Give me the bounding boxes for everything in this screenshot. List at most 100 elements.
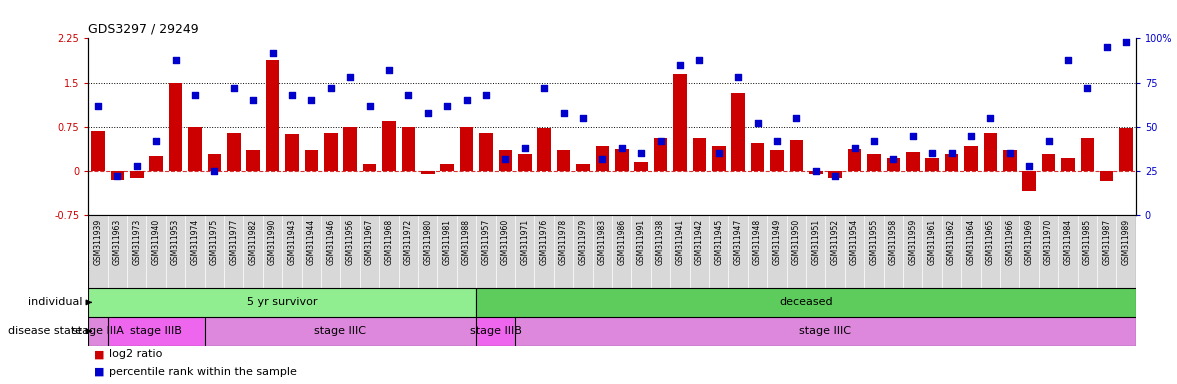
Bar xyxy=(477,288,1136,317)
Text: GSM311942: GSM311942 xyxy=(694,219,704,265)
Text: GSM311973: GSM311973 xyxy=(132,219,141,265)
Bar xyxy=(538,129,551,171)
Point xyxy=(1078,85,1097,91)
Text: GSM311987: GSM311987 xyxy=(1102,219,1111,265)
Text: GDS3297 / 29249: GDS3297 / 29249 xyxy=(88,23,199,36)
Point xyxy=(282,92,301,98)
Bar xyxy=(925,158,939,171)
Bar xyxy=(770,150,784,171)
Bar xyxy=(634,162,647,171)
Text: GSM311984: GSM311984 xyxy=(1063,219,1072,265)
Bar xyxy=(266,60,279,171)
Text: GSM311971: GSM311971 xyxy=(520,219,530,265)
Bar xyxy=(1062,158,1075,171)
Text: GSM311939: GSM311939 xyxy=(93,219,102,265)
Bar xyxy=(712,146,725,171)
Bar xyxy=(107,317,205,346)
Bar xyxy=(867,154,880,171)
Point xyxy=(516,145,534,151)
Point xyxy=(379,67,398,73)
Point xyxy=(205,168,224,174)
Text: GSM311977: GSM311977 xyxy=(230,219,238,265)
Bar xyxy=(344,127,357,171)
Bar xyxy=(205,317,477,346)
Point xyxy=(225,85,244,91)
Text: GSM311966: GSM311966 xyxy=(1005,219,1015,265)
Bar xyxy=(460,127,473,171)
Text: GSM311979: GSM311979 xyxy=(578,219,587,265)
Text: stage IIIC: stage IIIC xyxy=(314,326,366,336)
Text: GSM311960: GSM311960 xyxy=(501,219,510,265)
Bar xyxy=(886,158,900,171)
Text: GSM311964: GSM311964 xyxy=(966,219,976,265)
Bar xyxy=(731,93,745,171)
Text: GSM311947: GSM311947 xyxy=(733,219,743,265)
Text: GSM311969: GSM311969 xyxy=(1025,219,1033,265)
Text: GSM311945: GSM311945 xyxy=(714,219,723,265)
Point xyxy=(1058,56,1077,63)
Text: GSM311976: GSM311976 xyxy=(539,219,548,265)
Text: deceased: deceased xyxy=(779,297,833,308)
Point xyxy=(980,115,999,121)
Text: log2 ratio: log2 ratio xyxy=(109,349,162,359)
Bar xyxy=(305,150,318,171)
Text: GSM311950: GSM311950 xyxy=(792,219,800,265)
Point xyxy=(864,138,883,144)
Point xyxy=(438,103,457,109)
Text: GSM311974: GSM311974 xyxy=(191,219,199,265)
Text: GSM311958: GSM311958 xyxy=(889,219,898,265)
Text: GSM311978: GSM311978 xyxy=(559,219,568,265)
Bar xyxy=(227,132,240,171)
Bar xyxy=(516,317,1136,346)
Point xyxy=(612,145,631,151)
Bar xyxy=(421,171,434,174)
Point xyxy=(690,56,709,63)
Text: GSM311944: GSM311944 xyxy=(307,219,315,265)
Bar xyxy=(1042,154,1056,171)
Bar xyxy=(847,149,862,171)
Point xyxy=(341,74,360,80)
Point xyxy=(962,132,980,139)
Text: GSM311948: GSM311948 xyxy=(753,219,762,265)
Text: GSM311988: GSM311988 xyxy=(463,219,471,265)
Text: GSM311981: GSM311981 xyxy=(443,219,452,265)
Text: GSM311965: GSM311965 xyxy=(986,219,995,265)
Point xyxy=(321,85,340,91)
Bar xyxy=(577,164,590,171)
Text: 5 yr survivor: 5 yr survivor xyxy=(247,297,318,308)
Text: GSM311990: GSM311990 xyxy=(268,219,277,265)
Bar xyxy=(596,146,610,171)
Point xyxy=(710,150,729,156)
Text: GSM311959: GSM311959 xyxy=(909,219,917,265)
Point xyxy=(108,173,127,179)
Point xyxy=(729,74,747,80)
Point xyxy=(923,150,942,156)
Bar xyxy=(88,317,107,346)
Point xyxy=(767,138,786,144)
Text: GSM311961: GSM311961 xyxy=(927,219,937,265)
Text: GSM311991: GSM311991 xyxy=(637,219,646,265)
Text: GSM311986: GSM311986 xyxy=(617,219,626,265)
Bar xyxy=(829,171,842,178)
Bar xyxy=(479,132,493,171)
Text: GSM311975: GSM311975 xyxy=(210,219,219,265)
Bar xyxy=(614,149,629,171)
Point xyxy=(806,168,825,174)
Text: GSM311968: GSM311968 xyxy=(385,219,393,265)
Point xyxy=(1019,162,1038,169)
Point xyxy=(749,120,767,126)
Bar xyxy=(129,171,144,178)
Bar xyxy=(945,154,958,171)
Bar xyxy=(499,150,512,171)
Text: GSM311972: GSM311972 xyxy=(404,219,413,265)
Point xyxy=(1117,39,1136,45)
Bar xyxy=(964,146,978,171)
Point xyxy=(88,103,107,109)
Bar xyxy=(518,154,532,171)
Text: GSM311982: GSM311982 xyxy=(248,219,258,265)
Point xyxy=(632,150,651,156)
Text: GSM311957: GSM311957 xyxy=(481,219,491,265)
Text: disease state: disease state xyxy=(8,326,82,336)
Text: GSM311956: GSM311956 xyxy=(346,219,354,265)
Bar xyxy=(984,132,997,171)
